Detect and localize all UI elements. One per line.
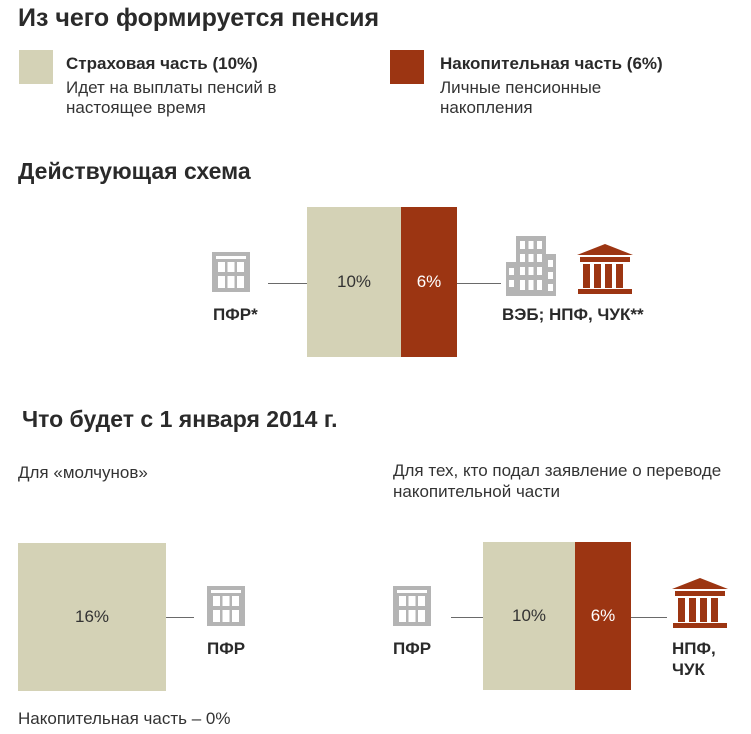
silent-insurance-block: 16% (18, 543, 166, 691)
applied-right-entity-line2: ЧУК (672, 660, 705, 679)
current-accumulative-label: 6% (416, 272, 442, 291)
applied-insurance-label: 10% (511, 606, 547, 625)
legend-insurance-description: Идет на выплаты пенсий в настоящее время (66, 78, 277, 117)
applied-accumulative-label: 6% (590, 606, 616, 625)
current-scheme-title: Действующая схема (18, 158, 251, 184)
future-title: Что будет с 1 января 2014 г. (22, 406, 338, 432)
legend-swatch-insurance (19, 50, 53, 84)
silent-insurance-label: 16% (74, 607, 110, 626)
legend-accumulative-title: Накопительная часть (6%) (440, 54, 663, 73)
applied-caption: Для тех, кто подал заявление о переводе … (393, 461, 722, 501)
bank-icon (577, 244, 633, 294)
connector-line (166, 617, 194, 618)
silent-entity: ПФР (207, 639, 246, 658)
silent-footnote: Накопительная часть – 0% (18, 709, 231, 728)
connector-line (451, 617, 483, 618)
building-icon (212, 252, 250, 292)
current-left-entity: ПФР* (213, 305, 258, 324)
legend-insurance-title: Страховая часть (10%) (66, 54, 258, 73)
office-building-icon (506, 236, 556, 296)
legend-swatch-accumulative (390, 50, 424, 84)
page-title: Из чего формируется пенсия (18, 4, 380, 32)
connector-line (268, 283, 308, 284)
current-right-entity: ВЭБ; НПФ, ЧУК** (502, 305, 644, 324)
applied-left-entity: ПФР (393, 639, 432, 658)
silent-caption: Для «молчунов» (18, 463, 148, 482)
current-insurance-label: 10% (336, 272, 372, 291)
building-icon (393, 586, 431, 626)
connector-line (457, 283, 501, 284)
applied-accumulative-block: 6% (575, 542, 631, 690)
legend-accumulative-description: Личные пенсионные накопления (440, 78, 602, 117)
current-insurance-block: 10% (307, 207, 401, 357)
applied-right-entity-line1: НПФ, (672, 639, 716, 658)
building-icon (207, 586, 245, 626)
bank-icon (672, 578, 728, 628)
applied-insurance-block: 10% (483, 542, 575, 690)
connector-line (631, 617, 667, 618)
current-accumulative-block: 6% (401, 207, 457, 357)
